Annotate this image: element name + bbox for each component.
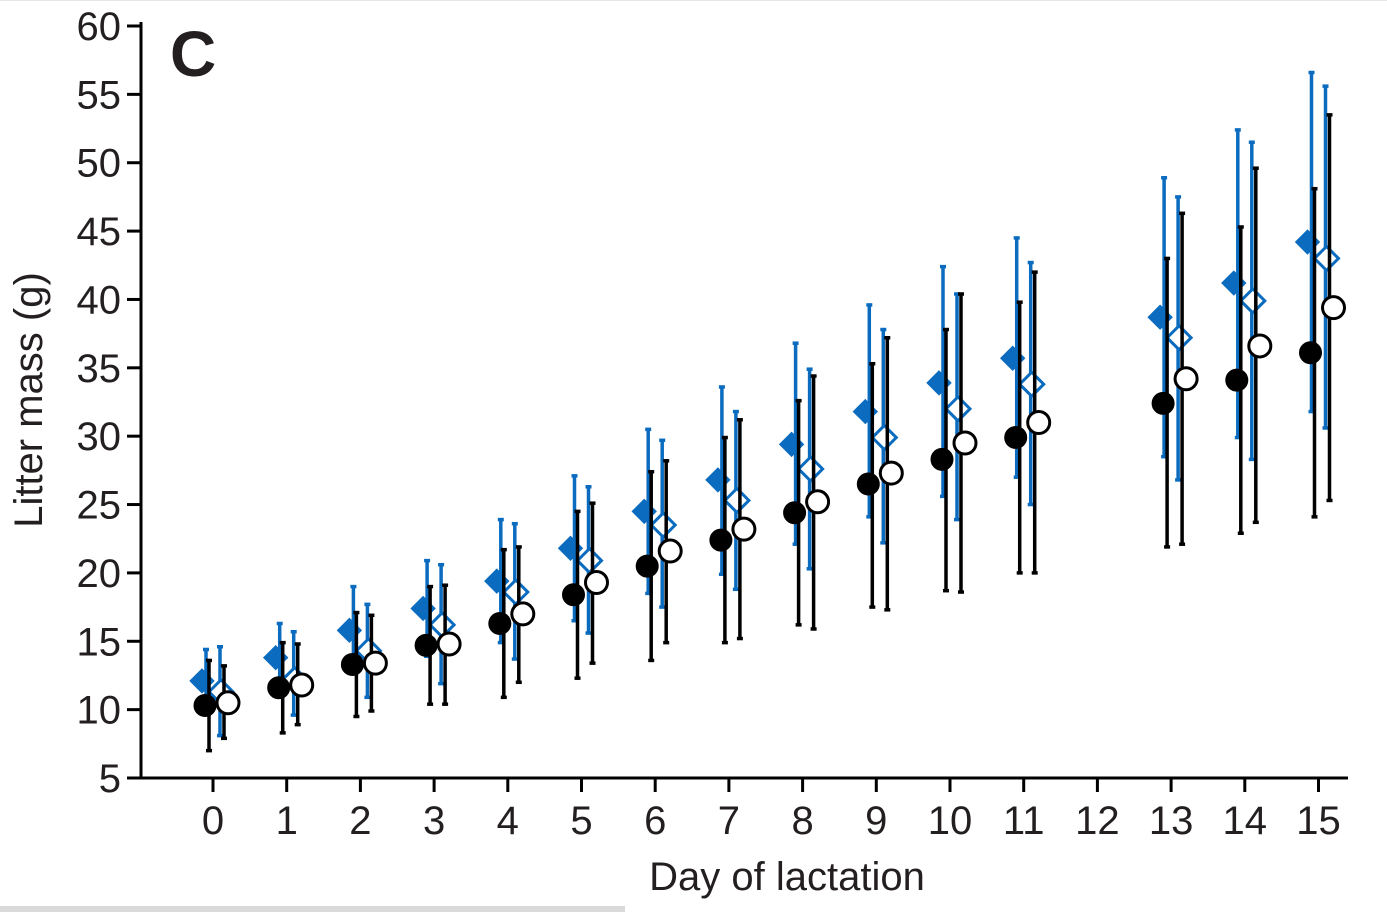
y-tick-label: 45 [77,210,122,254]
x-tick-label: 14 [1223,799,1268,843]
open-diamond-point [575,546,604,575]
open-circle-point [878,460,904,486]
filled-circle-point [709,528,733,552]
open-circle-point [731,516,757,542]
filled-circle-point [488,611,512,635]
series-diamond-open [206,84,1341,738]
x-tick-label: 3 [423,799,445,843]
y-tick-label: 35 [77,347,122,391]
x-tick-label: 6 [644,799,666,843]
filled-circle-point [193,694,217,718]
open-diamond-point [649,510,678,540]
open-diamond-point [501,577,530,607]
y-tick-label: 20 [77,552,122,596]
y-axis-title: Litter mass (g) [7,272,51,528]
open-diamond-point [943,394,973,423]
open-circle-point [1173,366,1199,392]
open-circle-point [657,538,683,564]
x-tick-label: 7 [718,799,740,843]
filled-circle-point [414,633,438,657]
series-diamond-filled [189,70,1321,709]
x-tick-label: 10 [928,799,973,843]
open-diamond-point [796,454,825,484]
open-circle-point [362,650,388,676]
open-diamond-point [1238,286,1267,315]
open-circle-point [1026,410,1052,436]
open-circle-point [215,690,241,716]
filled-circle-point [1004,426,1028,450]
x-axis-title: Day of lactation [649,855,925,899]
open-circle-point [510,601,536,627]
x-tick-label: 12 [1075,799,1120,843]
y-tick-label: 30 [77,415,122,459]
filled-circle-point [1299,341,1322,365]
open-diamond-point [1017,370,1046,399]
axes [139,22,1348,780]
filled-circle-point [1225,368,1249,392]
series-layer [189,70,1346,753]
open-circle-point [289,672,315,698]
filled-circle-point [783,501,807,525]
series-circle-open [215,113,1346,741]
x-tick-label: 5 [570,799,592,843]
y-tick-label: 10 [77,689,122,733]
filled-circle-point [930,447,954,471]
open-circle-point [1321,295,1346,321]
y-tick-label: 25 [77,484,122,528]
open-diamond-point [1164,323,1194,352]
x-tick-label: 0 [202,799,224,843]
filled-circle-point [1151,391,1175,415]
x-tick-label: 11 [1003,799,1045,843]
y-ticks: 5 10 15 20 25 30 35 40 45 50 55 60 [77,5,141,801]
filled-circle-point [562,583,585,607]
x-tick-label: 2 [349,799,371,843]
filled-circle-point [635,554,659,578]
open-diamond-point [1312,244,1341,273]
open-circle-point [1247,333,1273,359]
open-circle-point [436,631,462,657]
filled-circle-point [340,653,364,677]
x-tick-label: 13 [1149,799,1194,843]
top-border-line [0,0,1387,1]
bottom-scroll-strip [0,906,625,912]
x-tick-label: 1 [276,799,298,843]
open-circle-point [805,489,831,515]
y-tick-label: 50 [77,142,122,186]
series-circle-filled [193,186,1322,753]
filled-circle-point [267,676,291,700]
x-tick-label: 8 [791,799,813,843]
y-tick-label: 15 [77,620,122,664]
open-circle-point [584,569,609,595]
x-tick-label: 4 [497,799,519,843]
y-tick-label: 55 [77,73,122,117]
y-tick-label: 60 [77,5,122,49]
open-diamond-point [870,423,899,452]
x-tick-label: 9 [865,799,887,843]
open-circle-point [952,430,978,456]
x-ticks: 0 1 2 3 4 5 6 7 8 9 10 11 12 13 14 15 [202,778,1341,843]
panel-label: C [170,18,216,90]
y-tick-label: 5 [99,757,121,801]
open-diamond-point [722,486,752,515]
filled-circle-point [856,472,880,496]
x-tick-label: 15 [1296,799,1341,843]
y-tick-label: 40 [77,278,122,322]
